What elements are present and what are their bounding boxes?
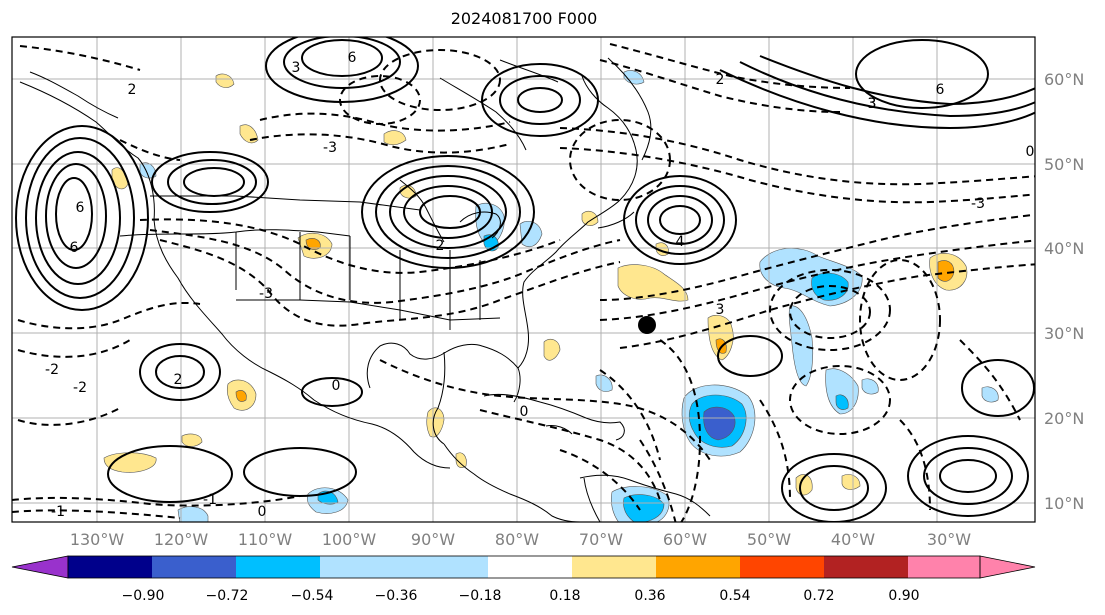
lon-label: 60°W xyxy=(663,530,707,549)
colorbar-extend-high xyxy=(979,555,1036,579)
lon-label: 90°W xyxy=(411,530,455,549)
colorbar-segment xyxy=(488,556,572,578)
shade-positive xyxy=(235,390,247,402)
contour-label: 6 xyxy=(936,82,945,98)
contour-label: 6 xyxy=(348,50,357,66)
colorbar-tick-label: −0.36 xyxy=(375,588,418,604)
lat-label: 20°N xyxy=(1044,409,1084,428)
colorbar-segment xyxy=(908,556,980,578)
colorbar-tick-label: −0.72 xyxy=(206,588,249,604)
colorbar-tick-label: 0.90 xyxy=(888,588,919,604)
colorbar-tick-label: −0.18 xyxy=(459,588,502,604)
shade-negative xyxy=(595,374,613,392)
contour-label: 0 xyxy=(1026,144,1035,160)
colorbar-segment xyxy=(152,556,236,578)
shade-negative xyxy=(835,394,849,410)
shade-positive xyxy=(455,452,467,468)
storm-marker xyxy=(638,316,656,334)
colorbar-tick-label: −0.54 xyxy=(291,588,334,604)
lon-label: 50°W xyxy=(747,530,791,549)
colorbar xyxy=(11,555,1036,579)
colorbar-tick-label: −0.90 xyxy=(122,588,165,604)
solid-contours xyxy=(15,37,1035,522)
colorbar-segment xyxy=(740,556,824,578)
longitude-labels: 130°W 120°W 110°W 100°W 90°W 80°W 70°W 6… xyxy=(70,530,971,549)
colorbar-tick-label: 0.18 xyxy=(549,588,580,604)
lon-label: 30°W xyxy=(927,530,971,549)
lat-label: 50°N xyxy=(1044,155,1084,174)
lat-label: 60°N xyxy=(1044,70,1084,89)
shade-negative xyxy=(519,221,543,247)
colorbar-segment xyxy=(404,556,488,578)
contour-label: -3 xyxy=(259,286,273,302)
contour-label: 3 xyxy=(292,60,301,76)
colorbar-tick-label: 0.36 xyxy=(634,588,665,604)
contour-label: 3 xyxy=(868,96,877,112)
contour-label: 2 xyxy=(716,72,725,88)
lat-label: 30°N xyxy=(1044,324,1084,343)
map-frame xyxy=(11,36,1036,523)
lon-label: 70°W xyxy=(579,530,623,549)
contour-label: -1 xyxy=(203,492,217,508)
lon-label: 40°W xyxy=(831,530,875,549)
shade-positive xyxy=(617,264,689,302)
contour-label: 4 xyxy=(676,234,685,250)
map-area xyxy=(12,37,1035,522)
colorbar-segment xyxy=(824,556,908,578)
gridlines xyxy=(12,37,1035,522)
contour-label: 6 xyxy=(76,200,85,216)
shaded-anomalies xyxy=(103,70,999,522)
colorbar-segment xyxy=(656,556,740,578)
contour-labels: 6 6 6 3 3 3 2 2 2 2 0 0 0 0 -1 -1 -2 -2 … xyxy=(45,50,1034,520)
colorbar-tick-label: 0.72 xyxy=(803,588,834,604)
coastlines xyxy=(19,57,711,522)
map-title: 2024081700 F000 xyxy=(450,9,598,28)
colorbar-segment xyxy=(68,556,152,578)
colorbar-segment xyxy=(320,556,404,578)
contour-label: -3 xyxy=(971,196,985,212)
contour-label: 3 xyxy=(868,96,877,112)
lat-label: 10°N xyxy=(1044,494,1084,513)
lon-label: 120°W xyxy=(154,530,209,549)
shade-positive xyxy=(181,433,203,447)
contour-label: -2 xyxy=(73,380,87,396)
contour-label: 3 xyxy=(716,302,725,318)
contour-label: -2 xyxy=(45,362,59,378)
colorbar-segment xyxy=(236,556,320,578)
lon-label: 100°W xyxy=(322,530,377,549)
lat-label: 40°N xyxy=(1044,239,1084,258)
shade-negative xyxy=(623,494,665,522)
lon-label: 110°W xyxy=(238,530,293,549)
shade-positive xyxy=(937,260,955,282)
dashed-contours xyxy=(12,43,1035,522)
colorbar-ticks: −0.90 −0.72 −0.54 −0.36 −0.18 0.18 0.36 … xyxy=(122,588,920,604)
colorbar-tick-label: 0.54 xyxy=(719,588,750,604)
shade-positive xyxy=(841,474,861,490)
shade-positive xyxy=(215,73,235,88)
contour-label: -1 xyxy=(51,504,65,520)
shade-positive xyxy=(581,210,599,226)
contour-label: 6 xyxy=(70,240,79,256)
colorbar-segment xyxy=(572,556,656,578)
latitude-labels: 60°N 50°N 40°N 30°N 20°N 10°N xyxy=(1044,70,1084,513)
contour-label: -3 xyxy=(323,140,337,156)
shade-negative xyxy=(825,368,859,415)
colorbar-extend-low xyxy=(11,555,69,579)
contour-label: 2 xyxy=(128,82,137,98)
lon-label: 80°W xyxy=(495,530,539,549)
colorbar-frame xyxy=(67,555,981,579)
shade-positive xyxy=(383,130,407,146)
contour-label: 0 xyxy=(332,378,341,394)
contour-label: 2 xyxy=(436,238,445,254)
shade-negative xyxy=(861,378,879,395)
contour-label: 0 xyxy=(258,504,267,520)
shade-negative xyxy=(703,406,736,441)
shade-negative xyxy=(177,506,209,522)
lon-label: 130°W xyxy=(70,530,125,549)
contour-label: 2 xyxy=(174,372,183,388)
shade-negative xyxy=(981,386,999,403)
contour-label: 0 xyxy=(520,404,529,420)
shade-positive xyxy=(543,338,561,361)
